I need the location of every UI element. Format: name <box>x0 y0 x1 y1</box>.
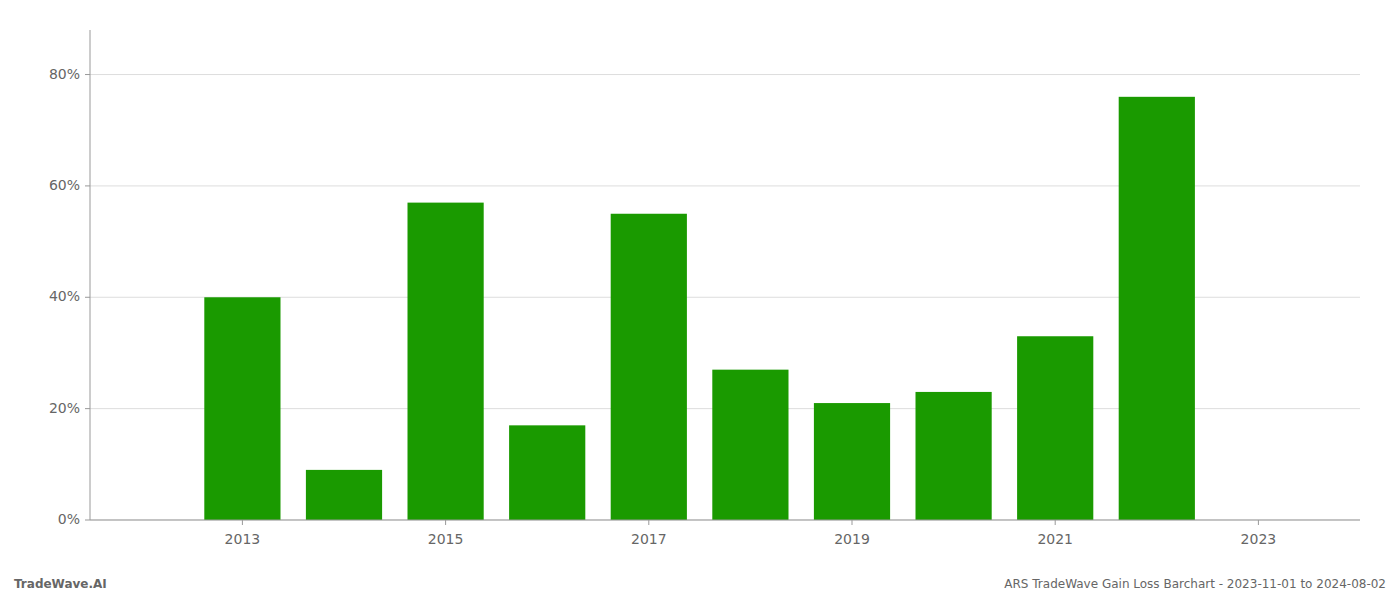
y-tick <box>85 408 90 409</box>
y-tick <box>85 185 90 186</box>
footer-right: ARS TradeWave Gain Loss Barchart - 2023-… <box>1004 577 1386 591</box>
footer-left: TradeWave.AI <box>14 577 107 591</box>
grid-line <box>90 520 1360 521</box>
bar <box>814 403 890 520</box>
y-tick <box>85 520 90 521</box>
bar <box>1119 97 1195 520</box>
x-tick <box>852 520 853 525</box>
grid-line <box>90 74 1360 75</box>
bar <box>509 425 585 520</box>
x-tick-label: 2013 <box>225 531 261 547</box>
bars <box>204 97 1195 520</box>
bar <box>916 392 992 520</box>
bar <box>408 203 484 520</box>
x-tick-label: 2021 <box>1037 531 1073 547</box>
x-axis-line <box>90 520 1360 521</box>
y-tick <box>85 297 90 298</box>
y-tick-label: 60% <box>49 177 80 193</box>
x-tick-label: 2017 <box>631 531 667 547</box>
y-tick-label: 0% <box>58 511 80 527</box>
chart-svg: 0% 20% 40% 60% 80% 2013 2015 2017 2019 2021 2023 Tr… <box>0 0 1400 600</box>
y-tick-label: 20% <box>49 400 80 416</box>
x-tick <box>445 520 446 525</box>
x-tick <box>242 520 243 525</box>
y-tick-label: 40% <box>49 288 80 304</box>
chart-container: 0% 20% 40% 60% 80% 2013 2015 2017 2019 2021 2023 Tr… <box>0 0 1400 600</box>
x-tick-label: 2023 <box>1241 531 1277 547</box>
y-tick-label: 80% <box>49 66 80 82</box>
y-tick <box>85 74 90 75</box>
bar <box>712 370 788 520</box>
y-axis-line <box>90 30 91 520</box>
bar <box>1017 336 1093 520</box>
x-tick <box>648 520 649 525</box>
x-tick <box>1258 520 1259 525</box>
bar <box>611 214 687 520</box>
bar <box>204 297 280 520</box>
x-tick <box>1055 520 1056 525</box>
y-axis: 0% 20% 40% 60% 80% <box>49 66 1360 527</box>
x-axis: 2013 2015 2017 2019 2021 2023 <box>225 520 1277 547</box>
bar <box>306 470 382 520</box>
x-tick-label: 2015 <box>428 531 464 547</box>
x-tick-label: 2019 <box>834 531 870 547</box>
